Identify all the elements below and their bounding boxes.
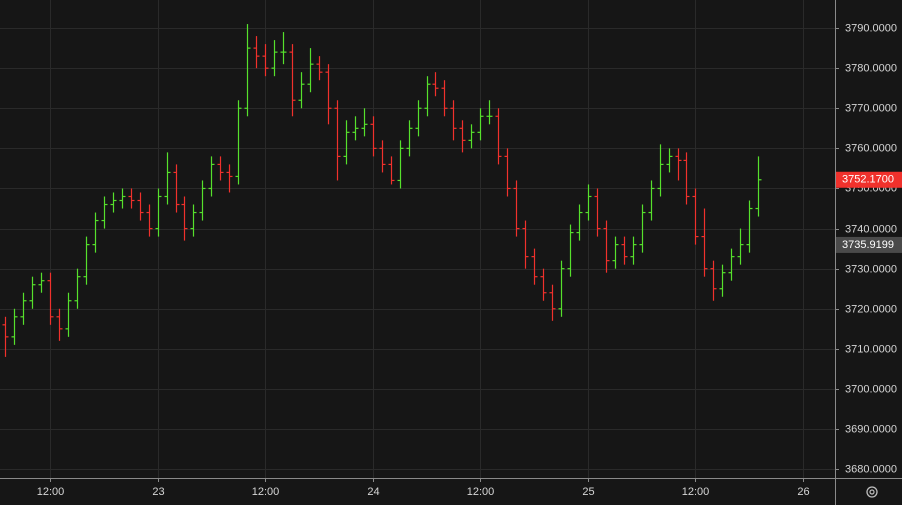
price-tag-label: 3752.1700: [842, 174, 894, 186]
x-tick-label: 12:00: [252, 486, 280, 498]
y-tick-label: 3710.0000: [845, 343, 897, 355]
x-tick-label: 24: [367, 486, 379, 498]
settings-icon-center[interactable]: [869, 489, 875, 495]
y-tick-label: 3790.0000: [845, 22, 897, 34]
x-tick-label: 26: [797, 486, 809, 498]
y-tick-label: 3700.0000: [845, 383, 897, 395]
x-tick-label: 12:00: [37, 486, 65, 498]
x-tick-label: 12:00: [467, 486, 495, 498]
bars: [2, 24, 762, 357]
x-tick-label: 23: [152, 486, 164, 498]
x-tick-label: 25: [582, 486, 594, 498]
axes: 3680.0000 3690.0000 3700.0000 3710.0000 3720…: [37, 22, 902, 498]
y-tick-label: 3680.0000: [845, 463, 897, 475]
y-tick-label: 3770.0000: [845, 102, 897, 114]
price-tag: [836, 171, 902, 188]
price-tag: [836, 236, 902, 253]
settings-icon[interactable]: [866, 486, 878, 498]
x-tick-label: 12:00: [682, 486, 710, 498]
y-tick-label: 3720.0000: [845, 303, 897, 315]
y-tick-label: 3690.0000: [845, 423, 897, 435]
grid: [0, 0, 835, 478]
y-tick-label: 3760.0000: [845, 142, 897, 154]
y-tick-label: 3780.0000: [845, 62, 897, 74]
settings-button[interactable]: [866, 486, 878, 498]
y-tick-label: 3730.0000: [845, 263, 897, 275]
y-tick-label: 3740.0000: [845, 223, 897, 235]
price-tag-label: 3735.9199: [842, 239, 894, 251]
